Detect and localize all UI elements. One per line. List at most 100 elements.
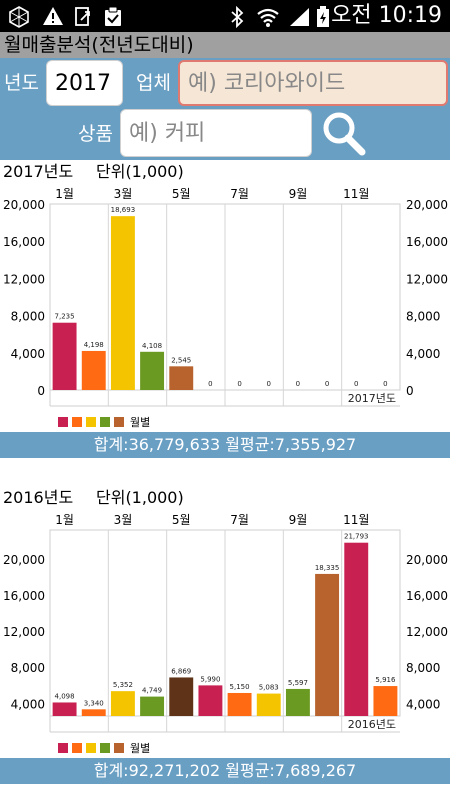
x-tick-label: 11월 [343, 513, 369, 527]
bar [81, 709, 106, 716]
value-label: 5,597 [288, 679, 308, 687]
chart-2016: 4,000 4,000 8,000 8,000 12,000 12,000 16,000 16… [3, 513, 448, 755]
value-label: 21,793 [344, 533, 369, 541]
bar [315, 573, 340, 716]
year-watermark: 2017년도 [348, 392, 396, 405]
summary-bar: 합계:36,779,633 월평균:7,355,927 [0, 432, 450, 458]
bar [52, 702, 77, 716]
y-tick-label-left: 16,000 [3, 235, 45, 249]
value-label: 4,108 [142, 342, 162, 350]
year-input[interactable] [46, 60, 123, 106]
bar [52, 322, 77, 390]
y-tick-label-right: 20,000 [406, 198, 448, 212]
status-time: 오전 10:19 [331, 3, 442, 28]
legend-swatch [72, 743, 82, 753]
value-label: 0 [325, 380, 329, 388]
battery-charging-icon [316, 6, 330, 27]
y-tick-label-right: 8,000 [406, 661, 440, 675]
search-panel: 년도 업체 상품 [0, 58, 450, 160]
legend-swatch [100, 743, 110, 753]
chart-unit: 단위(1,000) [96, 488, 184, 507]
x-tick-label: 7월 [230, 513, 249, 527]
y-tick-label-left: 20,000 [3, 198, 45, 212]
legend-swatch [58, 417, 68, 427]
y-tick-label-left: 20,000 [3, 553, 45, 567]
x-tick-label: 1월 [55, 513, 74, 527]
x-tick-label: 5월 [172, 187, 191, 201]
y-tick-label-right: 8,000 [406, 310, 440, 324]
clipboard-check-icon [103, 6, 123, 26]
x-tick-label: 9월 [289, 513, 308, 527]
warning-icon [42, 6, 64, 26]
x-tick-label: 9월 [289, 187, 308, 201]
y-tick-label-right: 12,000 [406, 272, 448, 286]
legend-swatch [86, 417, 96, 427]
y-tick-label-left: 8,000 [11, 310, 45, 324]
chart-2017-block: 2017년도 단위(1,000) 0 0 4,000 4,000 8,000 8,000 1… [0, 160, 450, 462]
summary-bar: 합계:92,271,202 월평균:7,689,267 [0, 758, 450, 784]
y-tick-label-right: 12,000 [406, 625, 448, 639]
value-label: 5,352 [113, 681, 133, 689]
y-tick-label-left: 12,000 [3, 272, 45, 286]
bar [373, 686, 398, 716]
product-label: 상품 [78, 123, 113, 145]
value-label: 3,340 [84, 699, 104, 707]
legend-swatch [58, 743, 68, 753]
y-tick-label-left: 16,000 [3, 589, 45, 603]
value-label: 0 [296, 380, 300, 388]
value-label: 0 [237, 380, 241, 388]
value-label: 4,749 [142, 687, 162, 695]
value-label: 6,869 [171, 667, 191, 675]
value-label: 5,990 [200, 675, 220, 683]
product-input[interactable] [120, 109, 312, 157]
y-tick-label-left: 0 [37, 384, 45, 398]
chart-heading: 2016년도 [3, 488, 74, 507]
value-label: 0 [354, 380, 358, 388]
bar [140, 696, 165, 716]
legend-swatch [114, 417, 124, 427]
x-tick-label: 3월 [114, 187, 133, 201]
value-label: 5,150 [230, 683, 250, 691]
bar [198, 685, 223, 716]
y-tick-label-right: 4,000 [406, 347, 440, 361]
file-transfer-icon [73, 6, 93, 26]
bar [81, 350, 106, 390]
y-tick-label-right: 16,000 [406, 235, 448, 249]
value-label: 4,098 [55, 692, 75, 700]
chart-2016-block: 2016년도 단위(1,000) 4,000 4,000 8,000 8,000 12,… [0, 486, 450, 800]
value-label: 4,198 [84, 341, 104, 349]
bar [110, 216, 135, 390]
y-tick-label-right: 0 [406, 384, 414, 398]
y-tick-label-right: 20,000 [406, 553, 448, 567]
value-label: 0 [208, 380, 212, 388]
y-tick-label-left: 4,000 [11, 697, 45, 711]
company-label: 업체 [136, 72, 171, 94]
search-icon [323, 112, 366, 156]
legend-swatch [72, 417, 82, 427]
chart-2017: 0 0 4,000 4,000 8,000 8,000 12,000 12,000 16,000… [3, 187, 448, 429]
y-tick-label-left: 8,000 [11, 661, 45, 675]
x-tick-label: 5월 [172, 513, 191, 527]
year-label: 년도 [4, 72, 39, 94]
bar [169, 677, 194, 716]
bar [140, 351, 165, 390]
bluetooth-icon [230, 5, 244, 29]
y-tick-label-left: 12,000 [3, 625, 45, 639]
year-watermark: 2016년도 [348, 718, 396, 731]
legend-swatch [100, 417, 110, 427]
page-title: 월매출분석(전년도대비) [0, 32, 450, 58]
x-tick-label: 11월 [343, 187, 369, 201]
x-tick-label: 7월 [230, 187, 249, 201]
value-label: 2,545 [171, 356, 191, 364]
bar [227, 692, 252, 716]
company-input[interactable] [178, 60, 448, 106]
x-tick-label: 3월 [114, 513, 133, 527]
search-button[interactable] [318, 108, 368, 158]
legend-swatch [86, 743, 96, 753]
bar [256, 693, 281, 716]
value-label: 0 [383, 380, 387, 388]
app-hexagon-icon [8, 6, 30, 28]
value-label: 18,693 [111, 206, 136, 214]
value-label: 5,916 [375, 676, 396, 684]
legend-label: 월별 [130, 416, 150, 429]
